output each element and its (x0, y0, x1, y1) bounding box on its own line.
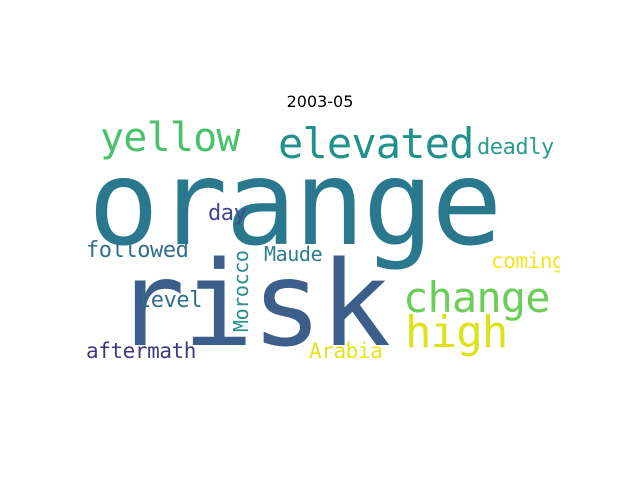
figure-title: 2003-05 (286, 92, 354, 111)
word-followed: followed (86, 238, 189, 263)
word-yellow: yellow (100, 120, 241, 161)
word-deadly: deadly (477, 135, 554, 160)
word-high: high (405, 307, 508, 358)
word-morocco: Morocco (229, 250, 253, 333)
word-arabia: Arabia (309, 339, 383, 361)
word-coming: coming (491, 249, 560, 273)
word-change: change (403, 273, 551, 322)
word-cloud: orange risk yellow elevated deadly chang… (80, 120, 560, 360)
word-level: level (138, 288, 203, 313)
word-day: day (208, 201, 247, 226)
word-aftermath: aftermath (86, 339, 197, 361)
word-risk: risk (114, 235, 391, 360)
word-elevated: elevated (278, 120, 474, 168)
word-maude: Maude (264, 242, 323, 266)
word-orange: orange (88, 134, 502, 272)
